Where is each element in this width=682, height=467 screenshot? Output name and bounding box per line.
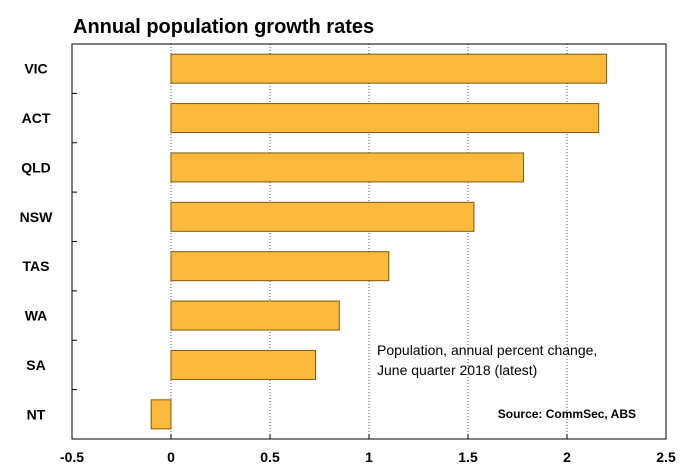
x-tick-label: 0 bbox=[167, 449, 175, 465]
x-tick-labels: -0.5 0 0.5 1 1.5 2 2.5 bbox=[60, 449, 676, 465]
source-note: Source: CommSec, ABS bbox=[498, 407, 636, 421]
x-tick-label: 2 bbox=[563, 449, 571, 465]
annotation-line-1: Population, annual percent change, bbox=[377, 342, 597, 358]
annotation-line-2: June quarter 2018 (latest) bbox=[377, 362, 537, 378]
bar-tas bbox=[170, 251, 390, 282]
bars bbox=[150, 53, 608, 430]
bar-act bbox=[170, 103, 600, 134]
category-label-act: ACT bbox=[22, 110, 51, 126]
category-label-sa: SA bbox=[26, 357, 45, 373]
bar-sa bbox=[170, 349, 317, 380]
bar-nsw bbox=[170, 201, 475, 232]
bar-wa bbox=[170, 300, 340, 331]
category-label-wa: WA bbox=[25, 308, 48, 324]
category-label-nsw: NSW bbox=[20, 209, 53, 225]
category-labels: VIC ACT QLD NSW TAS WA SA NT bbox=[20, 61, 53, 423]
x-tick-label: 1.5 bbox=[458, 449, 478, 465]
x-tick-label: 2.5 bbox=[656, 449, 676, 465]
tick-marks bbox=[71, 92, 667, 439]
category-label-tas: TAS bbox=[23, 258, 50, 274]
bar-nt bbox=[150, 399, 172, 430]
category-label-nt: NT bbox=[27, 406, 46, 422]
x-tick-label: 0.5 bbox=[260, 449, 280, 465]
x-tick-label: -0.5 bbox=[60, 449, 84, 465]
chart-title: Annual population growth rates bbox=[73, 16, 374, 38]
bar-vic bbox=[170, 53, 608, 84]
x-tick-label: 1 bbox=[365, 449, 373, 465]
category-label-qld: QLD bbox=[21, 159, 51, 175]
bar-qld bbox=[170, 152, 524, 183]
category-label-vic: VIC bbox=[24, 61, 47, 77]
